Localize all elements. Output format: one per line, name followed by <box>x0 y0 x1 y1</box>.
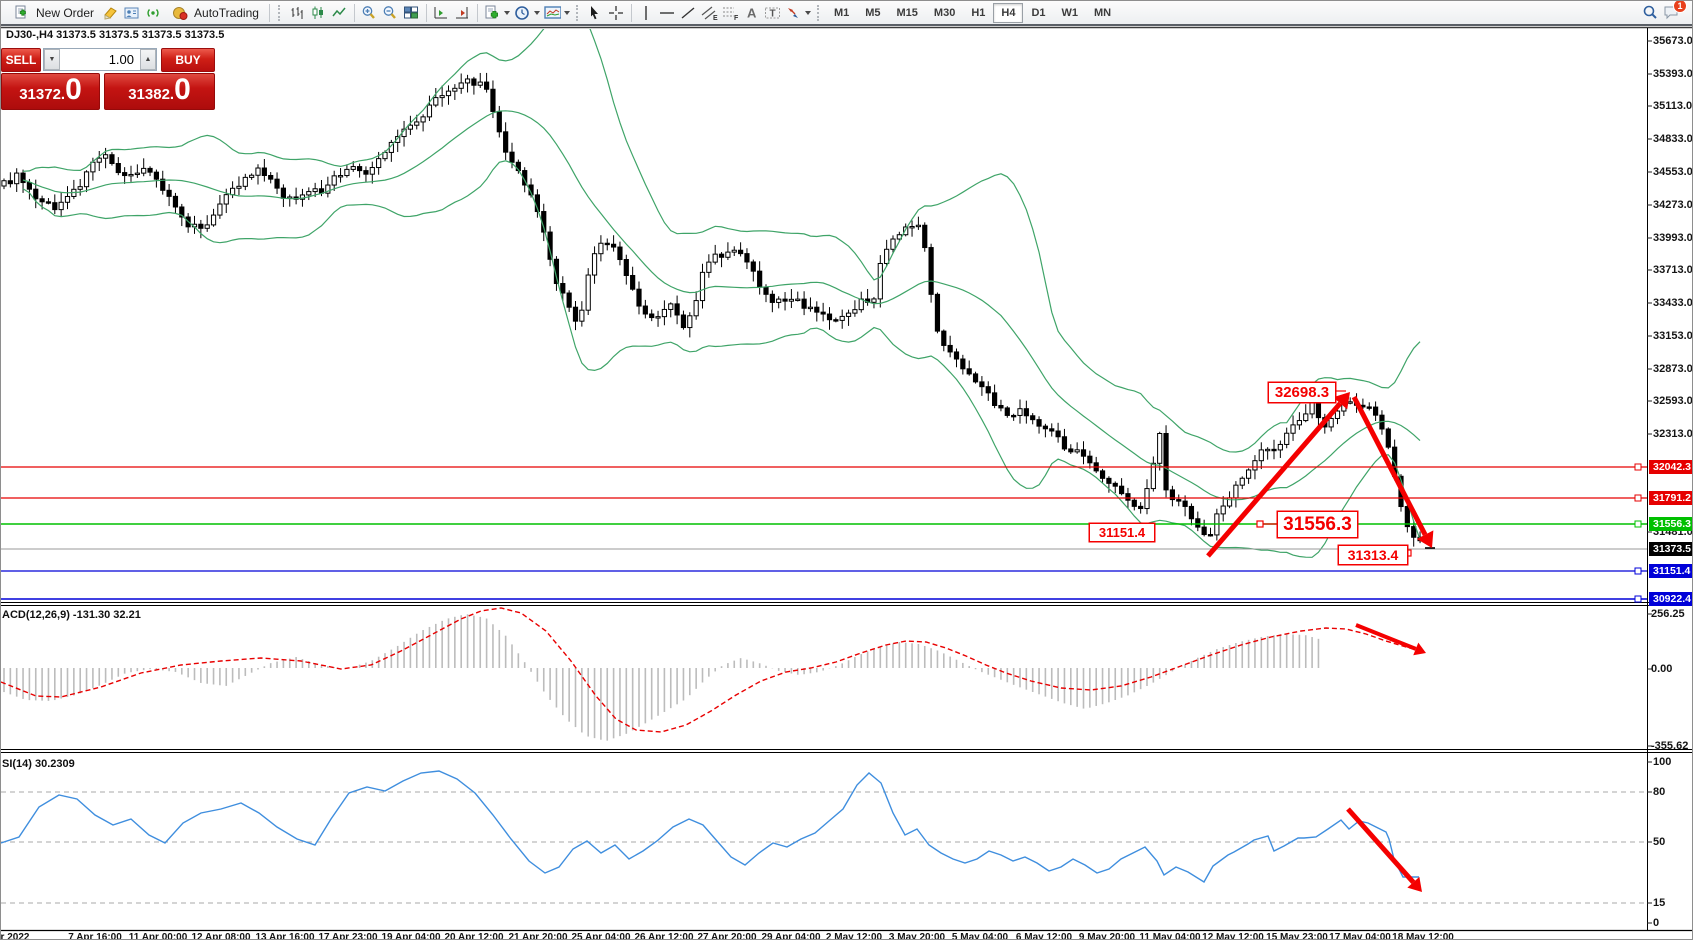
volume-value[interactable]: 1.00 <box>108 52 134 67</box>
toolbar-drag-handle[interactable] <box>277 4 283 21</box>
rsi-down-arrow <box>1346 807 1422 892</box>
text-label-icon[interactable]: T <box>764 4 781 21</box>
chat-icon[interactable]: 1 <box>1663 1 1687 21</box>
candlestick-icon[interactable] <box>310 4 327 21</box>
volume-stepper: ▼ 1.00 ▲ <box>43 48 157 71</box>
toolbar-separator <box>476 3 478 22</box>
volume-decrease-button[interactable]: ▼ <box>44 49 60 70</box>
new-chart-dropdown-caret[interactable] <box>503 10 510 15</box>
autotrading-button[interactable]: AutoTrading <box>163 1 265 24</box>
chart-shift-icon[interactable] <box>433 4 450 21</box>
zoom-out-icon[interactable] <box>382 4 399 21</box>
arrows-dropdown-caret[interactable] <box>804 10 811 15</box>
autotrading-label: AutoTrading <box>194 5 259 20</box>
buy-price-big: 0 <box>174 73 191 106</box>
svg-text:A: A <box>747 5 757 20</box>
sell-price-dot: . <box>60 86 66 103</box>
timeframe-button-mn[interactable]: MN <box>1094 6 1112 19</box>
autotrading-icon <box>171 4 188 21</box>
toolbar-separator <box>268 3 270 22</box>
timeframe-button-m30[interactable]: M30 <box>933 6 956 19</box>
periods-clock-icon[interactable] <box>514 4 531 21</box>
sell-button-label: SELL <box>5 53 37 67</box>
sell-price-main: 31372 <box>19 86 61 103</box>
crosshair-icon[interactable] <box>608 4 625 21</box>
template-icon[interactable] <box>544 4 561 21</box>
chart-autoscroll-icon[interactable] <box>454 4 471 21</box>
sell-button[interactable]: SELL <box>1 48 41 72</box>
toolbar-separator <box>353 3 355 22</box>
timeframe-button-m15[interactable]: M15 <box>896 6 918 19</box>
new-chart-icon[interactable] <box>484 4 501 21</box>
timeframe-button-m1[interactable]: M1 <box>833 6 850 19</box>
tile-windows-icon[interactable] <box>403 4 420 21</box>
main-toolbar: New Order AutoTrading <box>1 1 1692 26</box>
timeframe-button-h4[interactable]: H4 <box>993 2 1024 23</box>
template-dropdown-caret[interactable] <box>563 10 570 15</box>
zoom-in-icon[interactable] <box>361 4 378 21</box>
one-click-trading-panel: SELL ▼ 1.00 ▲ BUY 31372. 0 31382. 0 <box>1 47 215 110</box>
buy-button[interactable]: BUY <box>161 48 215 72</box>
new-order-label: New Order <box>36 5 95 20</box>
timeframe-group: M1 M5 M15 M30 H1 H4 D1 W1 MN <box>826 2 1119 23</box>
vertical-line-icon[interactable] <box>638 4 655 21</box>
buy-price-dot: . <box>169 86 175 103</box>
macd-down-arrow <box>1355 623 1426 656</box>
timeframe-button-d1[interactable]: D1 <box>1031 6 1046 19</box>
timeframe-button-m5[interactable]: M5 <box>865 6 881 19</box>
arrows-icon[interactable] <box>785 4 802 21</box>
trendline-icon[interactable] <box>680 4 697 21</box>
periods-dropdown-caret[interactable] <box>533 10 540 15</box>
timeframe-button-h1[interactable]: H1 <box>971 6 986 19</box>
sell-price-big: 0 <box>65 73 82 106</box>
toolbar-separator <box>630 3 632 22</box>
text-icon[interactable]: A <box>743 4 760 21</box>
signal-icon[interactable] <box>144 4 161 21</box>
toolbar-drag-handle[interactable] <box>575 4 581 21</box>
svg-text:F: F <box>734 15 739 21</box>
line-chart-icon[interactable] <box>331 4 348 21</box>
svg-text:T: T <box>769 8 775 19</box>
timeframe-button-w1[interactable]: W1 <box>1061 6 1079 19</box>
styler-icon[interactable] <box>102 4 119 21</box>
toolbar-separator <box>425 3 427 22</box>
sell-price-box[interactable]: 31372. 0 <box>1 73 100 110</box>
volume-increase-button[interactable]: ▲ <box>140 49 156 70</box>
notification-badge: 1 <box>1673 1 1687 13</box>
search-icon[interactable] <box>1642 4 1659 21</box>
new-order-button[interactable]: New Order <box>5 1 100 24</box>
fibonacci-icon[interactable]: F <box>722 4 739 21</box>
buy-button-label: BUY <box>175 53 201 67</box>
bar-chart-icon[interactable] <box>289 4 306 21</box>
cursor-icon[interactable] <box>587 4 604 21</box>
new-order-icon <box>13 4 30 21</box>
svg-text:E: E <box>713 15 718 21</box>
equidistant-channel-icon[interactable]: E <box>701 4 718 21</box>
horizontal-line-icon[interactable] <box>659 4 676 21</box>
rally-up-arrow <box>1206 392 1350 558</box>
profiles-icon[interactable] <box>123 4 140 21</box>
toolbar-drag-handle[interactable] <box>816 4 822 21</box>
buy-price-box[interactable]: 31382. 0 <box>104 73 215 110</box>
buy-price-main: 31382 <box>128 86 170 103</box>
drop-down-arrow <box>1351 395 1434 548</box>
